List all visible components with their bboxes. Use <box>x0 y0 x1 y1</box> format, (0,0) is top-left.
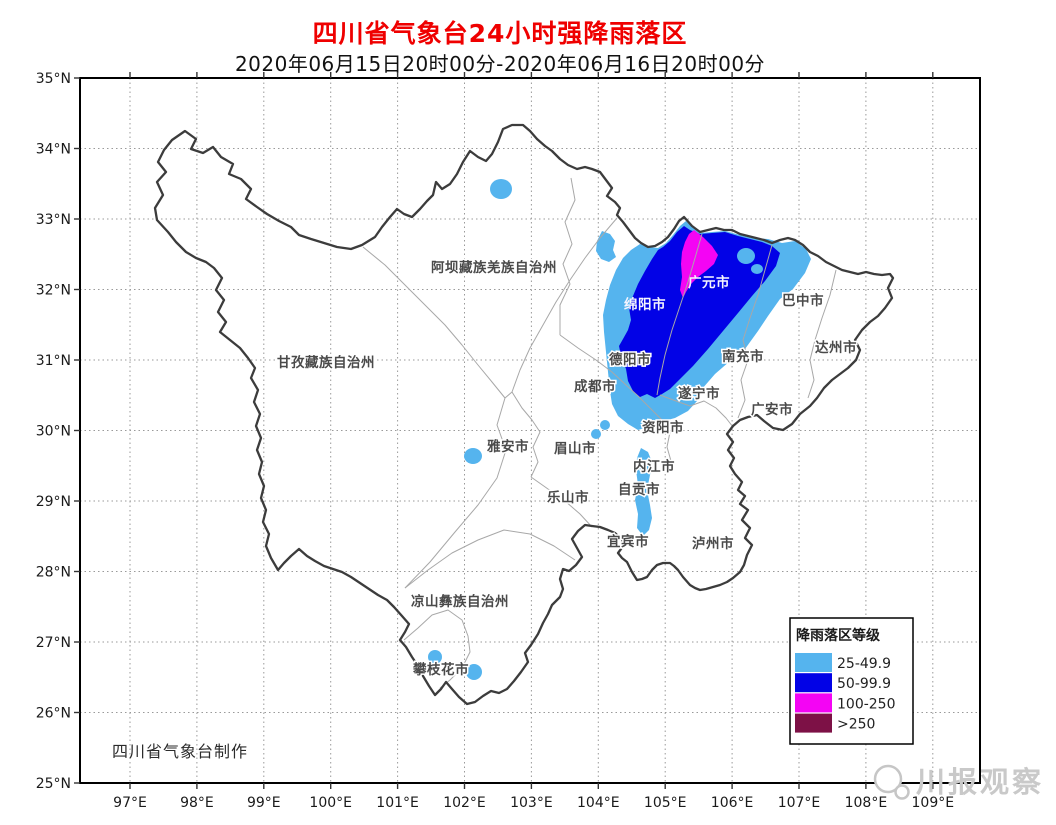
city-label: 眉山市 <box>554 440 596 457</box>
city-label: 阿坝藏族羌族自治州 <box>431 259 557 276</box>
city-label: 泸州市 <box>692 535 734 552</box>
y-axis-tick-label: 30°N <box>36 424 71 440</box>
city-label: 绵阳市 <box>624 296 666 313</box>
legend-swatch <box>795 653 832 672</box>
y-axis-tick-label: 29°N <box>36 494 71 510</box>
y-axis-tick-label: 28°N <box>36 565 71 581</box>
y-axis-tick-label: 25°N <box>36 776 71 792</box>
credit-text: 四川省气象台制作 <box>112 742 248 761</box>
city-label: 德阳市 <box>609 351 651 368</box>
city-label: 内江市 <box>633 458 675 475</box>
city-label: 自贡市 <box>618 481 660 498</box>
x-axis-tick-label: 103°E <box>510 795 553 811</box>
x-axis-tick-label: 106°E <box>711 795 754 811</box>
watermark: 川报观察 <box>873 764 1044 800</box>
rainfall-areas <box>428 179 811 680</box>
x-axis-tick-label: 108°E <box>845 795 888 811</box>
x-axis-tick-label: 101°E <box>376 795 419 811</box>
legend-item-label: 25-49.9 <box>837 656 891 672</box>
rain-dot <box>600 420 610 430</box>
axis-ticks <box>74 72 934 789</box>
watermark-logo-icon <box>894 784 910 800</box>
prefecture-boundaries <box>362 177 837 689</box>
x-axis-tick-label: 98°E <box>180 795 214 811</box>
city-label: 达州市 <box>815 339 857 356</box>
x-axis-tick-label: 104°E <box>577 795 620 811</box>
rain-cell-yaan <box>464 448 482 464</box>
rain-cell-north <box>596 231 616 262</box>
x-axis-tick-label: 97°E <box>113 795 147 811</box>
x-axis-tick-label: 99°E <box>247 795 281 811</box>
legend-swatch <box>795 673 832 693</box>
watermark-text: 川报观察 <box>916 765 1044 799</box>
city-label: 南充市 <box>722 348 764 365</box>
legend-swatch <box>795 693 832 713</box>
city-label: 资阳市 <box>642 419 684 436</box>
city-label: 乐山市 <box>547 489 589 506</box>
legend-swatch <box>795 713 832 733</box>
y-axis-tick-label: 35°N <box>36 71 71 87</box>
x-axis-tick-label: 105°E <box>644 795 687 811</box>
x-axis-tick-label: 109°E <box>912 795 955 811</box>
watermark-logo-icon <box>873 764 903 794</box>
legend-item-label: 100-250 <box>837 696 896 712</box>
sichuan-province-boundary <box>153 123 895 706</box>
legend-item-label: >250 <box>837 717 875 733</box>
x-axis-tick-label: 107°E <box>778 795 821 811</box>
page-title: 四川省气象台24小时强降雨落区 <box>312 19 688 48</box>
y-axis-tick-label: 33°N <box>36 212 71 228</box>
axis-labels: 97°E 98°E 99°E 100°E 101°E 102°E 103°E 104°E 105… <box>36 71 954 811</box>
y-axis-tick-label: 34°N <box>36 142 71 158</box>
legend-title: 降雨落区等级 <box>796 627 881 644</box>
rain-pocket <box>737 248 755 264</box>
city-label: 成都市 <box>574 378 616 395</box>
rain-dot-panzhihua <box>428 650 442 664</box>
rain-strip-zigong <box>635 448 652 536</box>
rain-dot-panzhihua <box>466 664 482 680</box>
rain-cell-jiuzhaigou <box>490 179 512 199</box>
city-label: 广元市 <box>688 274 730 291</box>
rain-pocket <box>751 264 763 274</box>
city-label: 雅安市 <box>487 438 529 455</box>
city-label: 巴中市 <box>782 292 824 309</box>
legend: 降雨落区等级 25-49.9 50-99.9 100-250 >250 <box>789 617 914 745</box>
city-label: 广安市 <box>751 401 793 418</box>
page-subtitle: 2020年06月15日20时00分-2020年06月16日20时00分 <box>234 52 766 76</box>
rain-dot <box>591 429 601 439</box>
city-label: 宜宾市 <box>607 533 649 550</box>
city-label: 攀枝花市 <box>412 661 469 678</box>
y-axis-tick-label: 32°N <box>36 283 71 299</box>
x-axis-tick-label: 102°E <box>443 795 486 811</box>
y-axis-tick-label: 26°N <box>36 706 71 722</box>
rain-area-50-99 <box>619 226 780 398</box>
rain-area-100-250 <box>680 230 718 298</box>
x-axis-tick-label: 100°E <box>309 795 352 811</box>
city-label: 甘孜藏族自治州 <box>277 354 375 371</box>
city-label: 凉山彝族自治州 <box>411 593 509 610</box>
y-axis-tick-label: 27°N <box>36 635 71 651</box>
legend-item-label: 50-99.9 <box>837 676 891 692</box>
y-axis-tick-label: 31°N <box>36 353 71 369</box>
city-label: 遂宁市 <box>678 385 720 402</box>
